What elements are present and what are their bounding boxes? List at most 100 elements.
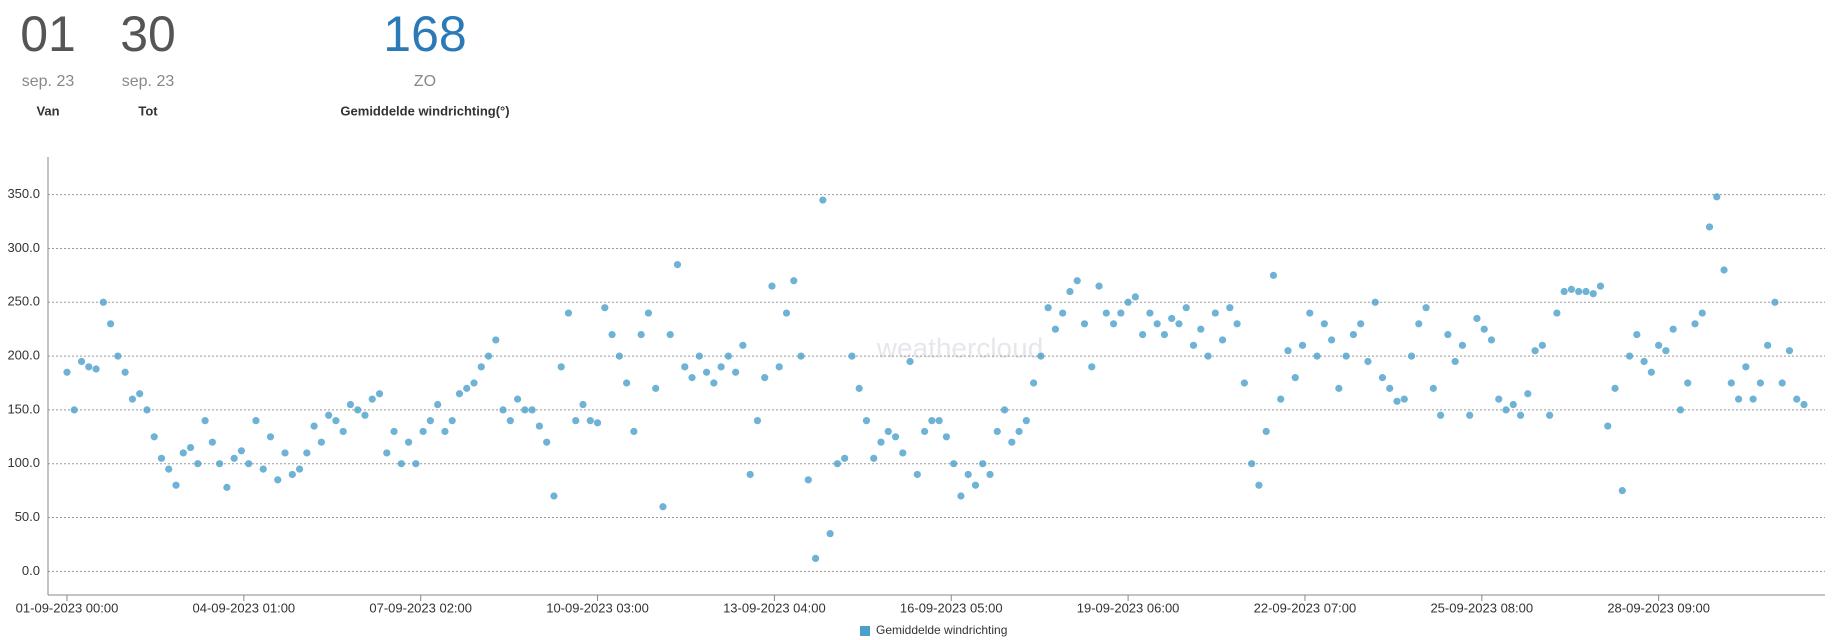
point <box>1684 379 1692 387</box>
point <box>579 400 587 409</box>
point <box>1160 330 1169 339</box>
point <box>768 282 776 290</box>
point <box>1516 411 1525 419</box>
point <box>179 449 187 457</box>
point <box>404 438 413 446</box>
point <box>986 470 994 479</box>
point <box>143 406 151 414</box>
stat-label: Gemiddelde windrichting(°) <box>340 103 509 118</box>
point <box>1313 352 1321 360</box>
point <box>1734 395 1743 403</box>
point <box>99 298 107 306</box>
point <box>746 470 754 479</box>
point <box>1400 395 1408 403</box>
point <box>223 483 231 491</box>
point <box>1473 314 1481 323</box>
point <box>121 368 129 376</box>
point <box>550 492 558 500</box>
point <box>339 427 347 436</box>
point <box>136 390 144 398</box>
point <box>1582 287 1590 296</box>
point <box>419 427 427 436</box>
point <box>1364 357 1372 366</box>
point <box>775 363 783 371</box>
point <box>586 417 594 425</box>
y-tick-label: 300.0 <box>7 240 40 255</box>
point <box>1233 320 1241 328</box>
point <box>964 470 972 479</box>
point <box>1153 320 1161 328</box>
point <box>1771 298 1779 306</box>
point <box>484 352 493 360</box>
point <box>157 454 166 462</box>
point <box>688 374 696 382</box>
point <box>426 417 434 425</box>
point <box>637 330 645 339</box>
point <box>521 406 529 414</box>
point <box>884 427 892 436</box>
y-tick-label: 250.0 <box>7 294 40 309</box>
point <box>1546 411 1554 419</box>
point <box>833 460 841 468</box>
stat-label: Van <box>36 103 59 118</box>
point <box>1509 400 1517 409</box>
point <box>1727 379 1735 387</box>
point <box>1437 411 1445 419</box>
point <box>1655 341 1663 349</box>
y-tick-label: 200.0 <box>7 348 40 363</box>
point <box>1378 374 1387 382</box>
point <box>1487 336 1496 344</box>
point <box>1415 320 1423 328</box>
point <box>194 460 202 468</box>
point <box>601 304 609 312</box>
point <box>644 309 653 317</box>
point <box>295 465 304 473</box>
point <box>811 554 820 563</box>
point <box>855 384 863 392</box>
point <box>1306 309 1314 317</box>
point <box>710 379 718 387</box>
point <box>630 427 638 436</box>
point <box>971 481 980 489</box>
point <box>1226 304 1234 312</box>
point <box>70 406 78 414</box>
point <box>1407 352 1416 360</box>
point <box>1604 422 1612 430</box>
point <box>92 365 100 373</box>
point <box>724 352 732 360</box>
y-tick-label: 50.0 <box>15 509 40 524</box>
watermark: weathercloud <box>876 332 1044 363</box>
point <box>1669 325 1677 333</box>
point <box>1248 460 1256 468</box>
point <box>1262 427 1270 436</box>
point <box>564 309 573 317</box>
point <box>702 368 711 376</box>
point <box>572 417 580 425</box>
point <box>252 417 260 425</box>
point <box>819 196 827 204</box>
point <box>346 400 355 409</box>
point <box>1022 417 1030 425</box>
point <box>1255 481 1263 489</box>
point <box>1429 384 1437 392</box>
point <box>107 320 115 328</box>
point <box>368 395 376 403</box>
point <box>528 406 536 414</box>
point <box>1553 309 1561 317</box>
point <box>942 433 951 441</box>
point <box>1168 314 1176 323</box>
point <box>993 427 1001 436</box>
point <box>950 460 958 468</box>
point <box>1720 266 1728 274</box>
x-tick-label: 19-09-2023 06:00 <box>1077 600 1180 615</box>
point <box>1466 411 1474 419</box>
point <box>790 277 798 285</box>
point <box>1713 193 1721 201</box>
point <box>274 476 282 484</box>
point <box>1277 395 1285 403</box>
point <box>1778 379 1786 387</box>
point <box>1080 320 1089 328</box>
point <box>499 406 507 414</box>
point <box>1182 304 1190 312</box>
